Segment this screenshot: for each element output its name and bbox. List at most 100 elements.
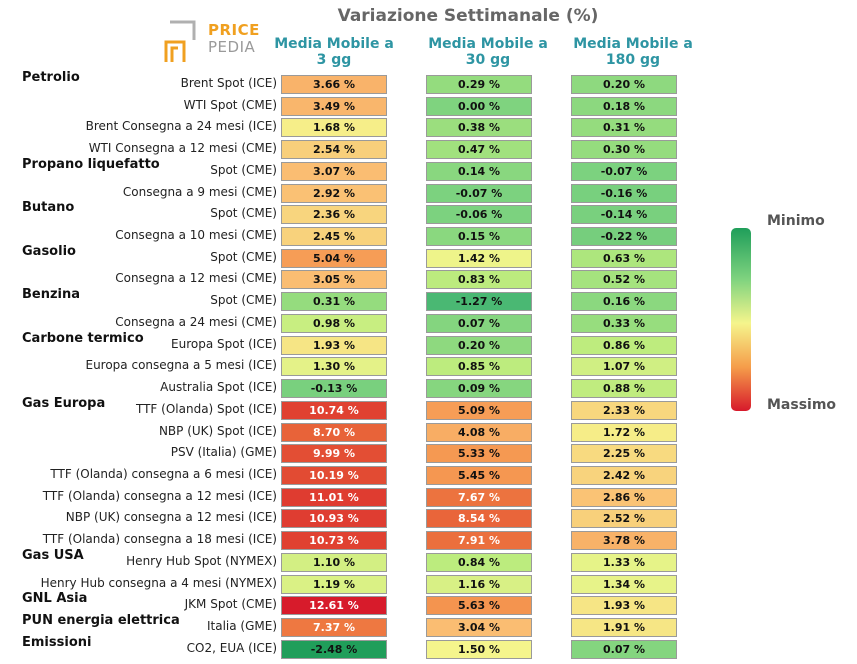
value-cell: 0.07 % [571, 639, 677, 659]
row-label: Henry Hub consegna a 4 mesi (NYMEX) [40, 575, 277, 590]
row-label: Brent Consegna a 24 mesi (ICE) [85, 119, 277, 134]
row-label: TTF (Olanda) Spot (ICE) [135, 401, 277, 416]
value-cell: 3.05 % [281, 270, 387, 290]
value-cell: 7.67 % [426, 487, 532, 507]
value-cell: 2.25 % [571, 444, 677, 464]
row-label: Spot (CME) [210, 293, 277, 308]
value-cell: 0.88 % [571, 379, 677, 399]
value-cell: 0.47 % [426, 140, 532, 160]
chart-title: Variazione Settimanale (%) [337, 6, 599, 26]
value-cell: 0.33 % [571, 313, 677, 333]
row-label: NBP (UK) Spot (ICE) [158, 423, 277, 438]
row-label: Europa Spot (ICE) [171, 336, 277, 351]
value-cell: 0.63 % [571, 248, 677, 268]
value-cell: 5.33 % [426, 444, 532, 464]
group-label: Petrolio [22, 70, 80, 85]
column-header-3: Media Mobile a 180 gg [573, 36, 693, 68]
value-cell: 2.45 % [281, 227, 387, 247]
value-cell: -0.14 % [571, 205, 677, 225]
value-cell: -0.07 % [426, 183, 532, 203]
value-cell: 0.85 % [426, 357, 532, 377]
value-cell: 3.49 % [281, 96, 387, 116]
group-label: Benzina [22, 287, 81, 303]
row-label: PSV (Italia) (GME) [170, 445, 277, 460]
value-cell: 1.68 % [281, 118, 387, 138]
value-cell: 0.30 % [571, 140, 677, 160]
value-cell: 2.52 % [571, 509, 677, 529]
row-label: Europa consegna a 5 mesi (ICE) [85, 358, 277, 373]
value-cell: 3.04 % [426, 618, 532, 637]
value-cell: 5.45 % [426, 465, 532, 485]
value-cell: 0.98 % [281, 313, 387, 333]
row-label: NBP (UK) consegna a 12 mesi (ICE) [65, 510, 277, 525]
scale-max-label: Massimo [767, 397, 837, 413]
value-cell: -1.27 % [426, 292, 532, 312]
value-cell: 1.10 % [281, 552, 387, 572]
value-cell: 0.18 % [571, 96, 677, 116]
value-cell: 1.19 % [281, 574, 387, 594]
row-label: Australia Spot (ICE) [160, 380, 277, 395]
value-cell: 0.20 % [426, 335, 532, 355]
value-cell: 1.42 % [426, 248, 532, 268]
logo-word-price: PRICE [208, 21, 260, 39]
value-cell: 1.91 % [571, 618, 677, 637]
value-cell: 2.36 % [281, 205, 387, 225]
row-label: Henry Hub Spot (NYMEX) [126, 553, 277, 568]
row-label: TTF (Olanda) consegna a 6 mesi (ICE) [50, 466, 277, 481]
value-cell: 0.29 % [426, 75, 532, 94]
value-cell: 3.78 % [571, 531, 677, 551]
value-cell: 1.30 % [281, 357, 387, 377]
column-header-1: Media Mobile a 3 gg [274, 36, 394, 68]
value-cell: -0.06 % [426, 205, 532, 225]
value-cell: 1.50 % [426, 639, 532, 659]
value-cell: 0.83 % [426, 270, 532, 290]
group-label: GNL Asia [22, 591, 88, 607]
row-label: WTI Consegna a 12 mesi (CME) [88, 141, 277, 156]
value-cell: 8.70 % [281, 422, 387, 442]
value-cell: 0.15 % [426, 227, 532, 247]
value-cell: 3.07 % [281, 161, 387, 181]
value-cell: 10.73 % [281, 531, 387, 551]
row-label: Spot (CME) [210, 206, 277, 221]
value-cell: 0.20 % [571, 75, 677, 94]
value-cell: 0.07 % [426, 313, 532, 333]
logo-mark-icon [164, 20, 196, 62]
value-cell: 0.38 % [426, 118, 532, 138]
value-cell: 7.91 % [426, 531, 532, 551]
row-label: Consegna a 9 mesi (CME) [122, 184, 277, 199]
row-label: Consegna a 24 mesi (CME) [115, 314, 277, 329]
row-label: JKM Spot (CME) [184, 597, 277, 612]
row-label: Consegna a 12 mesi (CME) [115, 271, 277, 286]
value-cell: 4.08 % [426, 422, 532, 442]
value-cell: 10.74 % [281, 400, 387, 420]
value-cell: 1.16 % [426, 574, 532, 594]
value-cell: 0.31 % [281, 292, 387, 312]
value-cell: 1.07 % [571, 357, 677, 377]
value-cell: -0.13 % [281, 379, 387, 399]
logo-word-pedia: PEDIA [208, 38, 256, 56]
value-cell: 0.09 % [426, 379, 532, 399]
row-label: CO2, EUA (ICE) [186, 640, 277, 655]
group-label: Propano liquefatto [22, 156, 160, 172]
group-label: Gasolio [22, 243, 76, 259]
row-label: TTF (Olanda) consegna a 12 mesi (ICE) [42, 488, 277, 503]
value-cell: 10.93 % [281, 509, 387, 529]
value-cell: 0.16 % [571, 292, 677, 312]
scale-min-label: Minimo [767, 213, 825, 229]
value-cell: 2.42 % [571, 465, 677, 485]
value-cell: 1.93 % [281, 335, 387, 355]
value-cell: -0.07 % [571, 161, 677, 181]
value-cell: 2.54 % [281, 140, 387, 160]
value-cell: 1.33 % [571, 552, 677, 572]
value-cell: 1.72 % [571, 422, 677, 442]
value-cell: 5.09 % [426, 400, 532, 420]
value-cell: 12.61 % [281, 596, 387, 616]
value-cell: 0.00 % [426, 96, 532, 116]
row-label: Italia (GME) [206, 619, 277, 633]
pricepedia-logo: PRICE PEDIA [162, 20, 262, 64]
group-label: PUN energia elettrica [22, 613, 180, 628]
value-cell: 9.99 % [281, 444, 387, 464]
value-cell: 0.14 % [426, 161, 532, 181]
value-cell: -0.22 % [571, 227, 677, 247]
value-cell: 5.04 % [281, 248, 387, 268]
